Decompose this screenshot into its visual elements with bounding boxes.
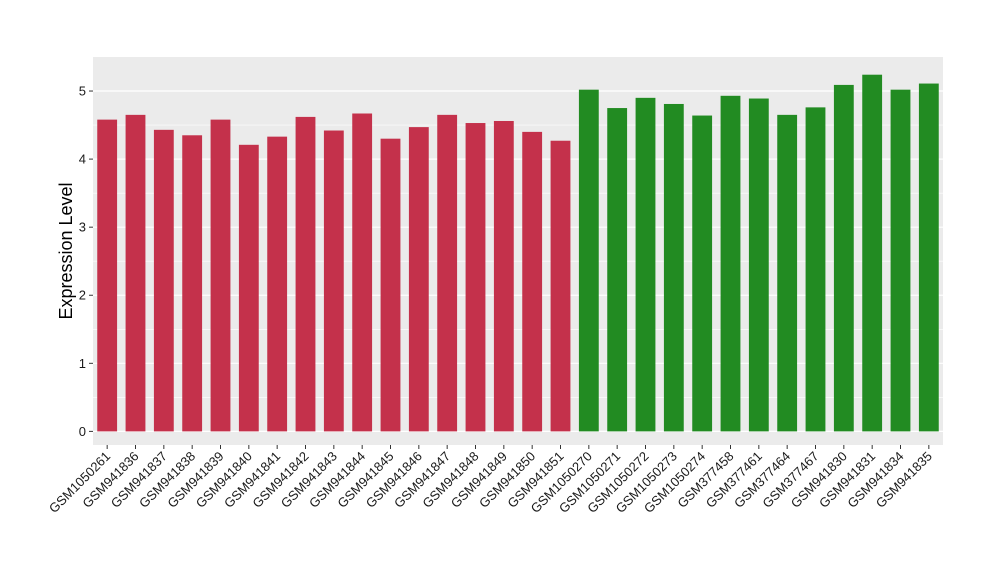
bar-GSM941847: [437, 114, 458, 432]
bar-GSM941844: [352, 113, 373, 432]
bar-GSM1050270: [578, 89, 599, 432]
grid-major: [93, 90, 943, 432]
bar-GSM1050273: [663, 103, 684, 432]
x-axis: GSM1050261GSM941836GSM941837GSM941838GSM…: [46, 445, 935, 516]
bar-GSM941840: [238, 144, 259, 432]
bar-GSM941846: [408, 127, 429, 432]
bar-GSM941838: [182, 135, 203, 432]
bar-GSM1050272: [635, 97, 656, 432]
grid-minor: [93, 124, 943, 398]
bar-GSM941841: [267, 136, 288, 432]
bar-GSM941834: [890, 89, 911, 432]
bar-GSM941836: [125, 114, 146, 432]
bar-GSM377461: [748, 98, 769, 432]
bar-GSM1050261: [97, 119, 118, 432]
y-axis-title: Expression Level: [56, 182, 76, 319]
bar-GSM941848: [465, 123, 486, 432]
bar-GSM377464: [777, 114, 798, 432]
bar-GSM941839: [210, 119, 231, 432]
bar-GSM377467: [805, 107, 826, 432]
bar-GSM941849: [493, 120, 514, 432]
bar-GSM377458: [720, 95, 741, 432]
bars: [97, 74, 939, 432]
bar-GSM941850: [522, 131, 543, 432]
bar-GSM1050271: [607, 108, 628, 432]
bar-GSM941830: [833, 84, 854, 432]
bar-GSM941835: [918, 83, 939, 432]
y-tick-label: 2: [79, 288, 86, 303]
y-tick-label: 0: [79, 424, 86, 439]
bar-GSM941842: [295, 116, 316, 432]
bar-GSM1050274: [692, 115, 713, 432]
y-tick-label: 3: [79, 220, 86, 235]
bar-GSM941837: [153, 129, 174, 432]
bar-GSM941845: [380, 138, 401, 432]
y-tick-label: 4: [79, 152, 86, 167]
bar-GSM941843: [323, 130, 344, 432]
y-tick-label: 1: [79, 356, 86, 371]
y-axis: 0 1 2 3 4 5: [79, 84, 93, 439]
y-tick-label: 5: [79, 84, 86, 99]
plot-panel: [93, 57, 943, 445]
bar-GSM941831: [862, 74, 883, 432]
bar-GSM941851: [550, 140, 571, 432]
